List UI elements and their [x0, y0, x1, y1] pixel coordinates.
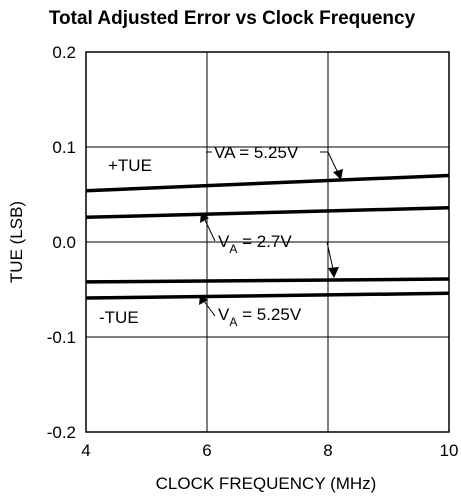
leader-top-arrow	[320, 151, 339, 174]
minus-tue-label: -TUE	[99, 308, 139, 327]
va-5v25-bottom-value: = 5.25V	[237, 305, 301, 324]
series-line	[85, 277, 450, 284]
series-line	[85, 291, 450, 300]
y-tick-label: -0.1	[47, 328, 76, 347]
va-5v25-bottom-v: V	[218, 305, 230, 324]
x-tick-label: 8	[323, 441, 332, 460]
leader-2v7-right	[320, 241, 334, 270]
grid-lines	[86, 52, 449, 432]
arrowhead-top	[333, 169, 343, 180]
y-tick-label: -0.2	[47, 423, 76, 442]
y-tick-label: 0.0	[52, 233, 76, 252]
tick-labels: 4 6 8 10 0.2 0.1 0.0 -0.1 -0.2	[47, 43, 459, 460]
plus-tue-label: +TUE	[108, 156, 152, 175]
series-lines	[85, 173, 450, 300]
va-5v25-top-label: VA = 5.25V	[214, 143, 299, 162]
va-5v25-bottom-subscript: A	[229, 315, 237, 329]
x-tick-label: 4	[81, 441, 90, 460]
va-2v7-subscript: A	[229, 242, 237, 256]
x-tick-label: 6	[202, 441, 211, 460]
va-5v25-bottom-label: VA = 5.25V	[218, 305, 302, 329]
arrowhead-2v7-right	[328, 267, 339, 278]
arrowhead-2v7-left	[200, 213, 209, 223]
y-tick-label: 0.2	[52, 43, 76, 62]
leader-2v7-left	[204, 219, 216, 242]
x-tick-label: 10	[440, 441, 459, 460]
y-axis-label: TUE (LSB)	[7, 201, 26, 283]
series-line	[85, 173, 450, 193]
y-tick-label: 0.1	[52, 138, 76, 157]
x-axis-label: CLOCK FREQUENCY (MHz)	[156, 474, 377, 493]
plot-frame	[85, 51, 450, 433]
va-2v7-v: V	[218, 232, 230, 251]
arrowhead-5v25-bottom	[199, 295, 208, 305]
series-line	[85, 206, 450, 220]
va-2v7-label: VA = 2.7V	[218, 232, 292, 256]
chart-title: Total Adjusted Error vs Clock Frequency	[49, 8, 416, 29]
leader-5v25-bottom	[203, 300, 216, 317]
annotation-leaders	[199, 151, 343, 317]
va-2v7-value: = 2.7V	[237, 232, 292, 251]
